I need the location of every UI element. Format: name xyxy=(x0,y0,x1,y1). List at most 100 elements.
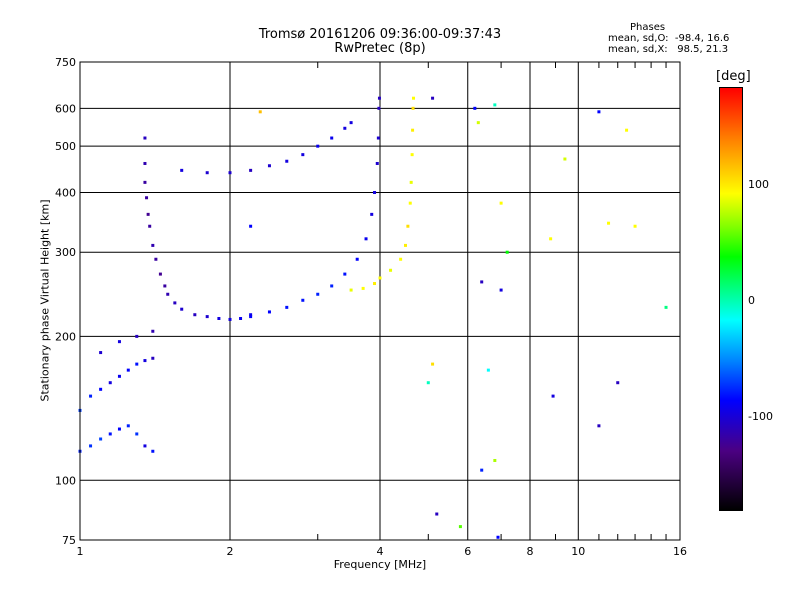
data-point xyxy=(205,315,209,319)
data-point xyxy=(316,144,320,148)
x-tick-label: 10 xyxy=(571,545,585,558)
plot-frame xyxy=(79,61,681,541)
data-point xyxy=(135,432,139,436)
data-point xyxy=(377,106,381,110)
data-point xyxy=(249,315,253,319)
data-point xyxy=(406,224,410,228)
data-point xyxy=(117,374,121,378)
data-point xyxy=(343,126,347,130)
data-point xyxy=(193,313,197,317)
data-point xyxy=(258,110,262,114)
data-point xyxy=(411,106,415,110)
data-point xyxy=(267,164,271,168)
data-points xyxy=(78,96,668,539)
data-point xyxy=(330,136,334,140)
data-point xyxy=(376,136,380,140)
data-point xyxy=(126,368,130,372)
data-point xyxy=(163,284,167,288)
data-point xyxy=(480,468,484,472)
data-point xyxy=(151,329,155,333)
data-point xyxy=(143,180,147,184)
data-point xyxy=(410,153,414,157)
data-point xyxy=(597,110,601,114)
y-tick-label: 750 xyxy=(55,56,76,69)
data-point xyxy=(431,362,435,366)
data-point xyxy=(285,159,289,163)
data-point xyxy=(377,96,381,100)
data-point xyxy=(158,272,162,276)
y-tick-label: 100 xyxy=(55,474,76,487)
x-axis-ticks: 1 2 4 6 8 10 16 xyxy=(77,62,687,558)
data-point xyxy=(364,237,368,241)
data-point xyxy=(403,243,407,247)
data-point xyxy=(426,381,430,385)
colorbar-tick-0: 0 xyxy=(748,294,755,307)
stats-o-line: mean, sd,O: -98.4, 16.6 xyxy=(608,33,730,44)
data-point xyxy=(154,257,158,261)
data-point xyxy=(166,292,170,296)
chart-subtitle: RwPretec (8p) xyxy=(334,41,426,56)
x-tick-label: 6 xyxy=(464,545,471,558)
data-point xyxy=(473,106,477,110)
data-point xyxy=(301,153,305,157)
data-point xyxy=(355,257,359,261)
data-point xyxy=(330,284,334,288)
data-point xyxy=(228,171,232,175)
stats-heading: Phases xyxy=(630,22,666,33)
data-point xyxy=(217,316,221,320)
data-point xyxy=(349,288,353,292)
data-point xyxy=(496,535,500,539)
data-point xyxy=(180,307,184,311)
x-tick-label: 8 xyxy=(527,545,534,558)
data-point xyxy=(493,458,497,462)
data-point xyxy=(148,224,152,228)
data-point xyxy=(378,276,382,280)
data-point xyxy=(173,301,177,305)
y-tick-label: 600 xyxy=(55,102,76,115)
data-point xyxy=(431,96,435,100)
data-point xyxy=(126,424,130,428)
data-point xyxy=(551,394,555,398)
x-tick-label: 2 xyxy=(227,545,234,558)
data-point xyxy=(563,157,567,161)
y-tick-label: 500 xyxy=(55,140,76,153)
data-point xyxy=(249,224,253,228)
plot-grid xyxy=(80,62,680,540)
colorbar-tick-100: 100 xyxy=(748,178,769,191)
data-point xyxy=(151,243,155,247)
y-axis-label: Stationary phase Virtual Height [km] xyxy=(38,199,52,402)
data-point xyxy=(267,310,271,314)
data-point xyxy=(370,212,374,216)
data-point xyxy=(249,168,253,172)
data-point xyxy=(476,121,480,125)
data-point xyxy=(458,525,462,529)
data-point xyxy=(135,362,139,366)
data-point xyxy=(343,272,347,276)
data-point xyxy=(408,201,412,205)
data-point xyxy=(361,286,365,290)
chart-title: Tromsø 20161206 09:36:00-09:37:43 xyxy=(258,27,502,42)
data-point xyxy=(493,103,497,107)
data-point xyxy=(205,171,209,175)
data-point xyxy=(499,201,503,205)
data-point xyxy=(89,394,93,398)
data-point xyxy=(316,292,320,296)
data-point xyxy=(409,180,413,184)
data-point xyxy=(117,427,121,431)
data-point xyxy=(480,280,484,284)
data-point xyxy=(435,512,439,516)
data-point xyxy=(625,128,629,132)
x-axis-label: Frequency [MHz] xyxy=(333,558,427,571)
data-point xyxy=(505,250,509,254)
data-point xyxy=(301,298,305,302)
data-point xyxy=(143,136,147,140)
y-axis-ticks: 75 100 200 300 400 500 600 750 xyxy=(55,56,76,547)
data-point xyxy=(285,305,289,309)
data-point xyxy=(180,168,184,172)
data-point xyxy=(151,356,155,360)
data-point xyxy=(486,368,490,372)
data-point xyxy=(373,282,377,286)
data-point xyxy=(117,340,121,344)
x-tick-label: 16 xyxy=(673,545,687,558)
